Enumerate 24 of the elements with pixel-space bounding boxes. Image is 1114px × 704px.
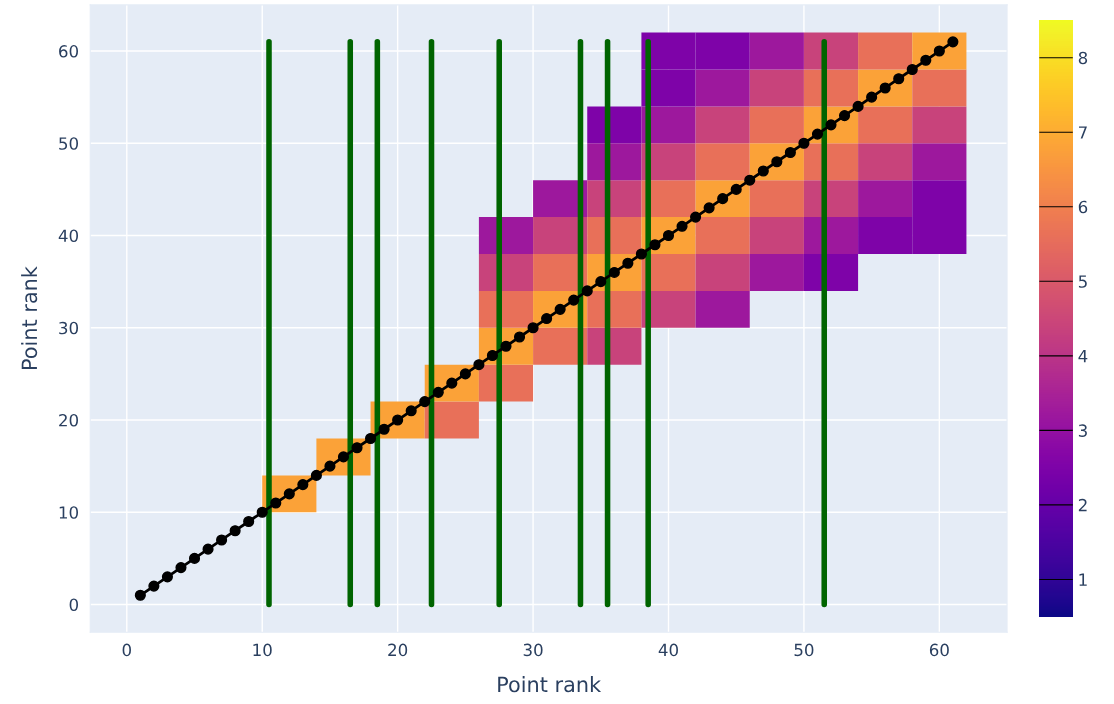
x-tick-label: 40 <box>658 643 678 657</box>
color-bar-label: 5 <box>1078 275 1087 288</box>
color-bar-label: 6 <box>1078 200 1088 214</box>
color-bar-label: 1 <box>1079 573 1087 586</box>
x-tick-label: 60 <box>929 643 949 657</box>
y-axis-title: Point rank <box>21 266 38 369</box>
y-tick-label: 20 <box>59 413 79 427</box>
x-tick-label: 20 <box>388 643 408 657</box>
y-tick-label: 30 <box>59 321 79 335</box>
x-axis-title: Point rank <box>498 676 602 693</box>
x-tick-label: 50 <box>794 643 814 657</box>
color-bar-label: 8 <box>1078 51 1088 65</box>
x-tick-label: 0 <box>122 643 131 657</box>
y-tick-label: 0 <box>69 598 79 612</box>
x-tick-label: 10 <box>253 643 272 657</box>
y-tick-label: 10 <box>59 506 79 519</box>
y-tick-label: 40 <box>58 229 79 243</box>
color-bar-label: 2 <box>1078 498 1087 512</box>
color-bar-label: 3 <box>1078 424 1087 437</box>
color-bar-label: 4 <box>1078 350 1088 363</box>
x-tick-label: 30 <box>523 643 543 657</box>
color-bar-label: 7 <box>1079 126 1087 139</box>
y-tick-label: 60 <box>59 45 79 58</box>
y-tick-label: 50 <box>59 137 79 150</box>
